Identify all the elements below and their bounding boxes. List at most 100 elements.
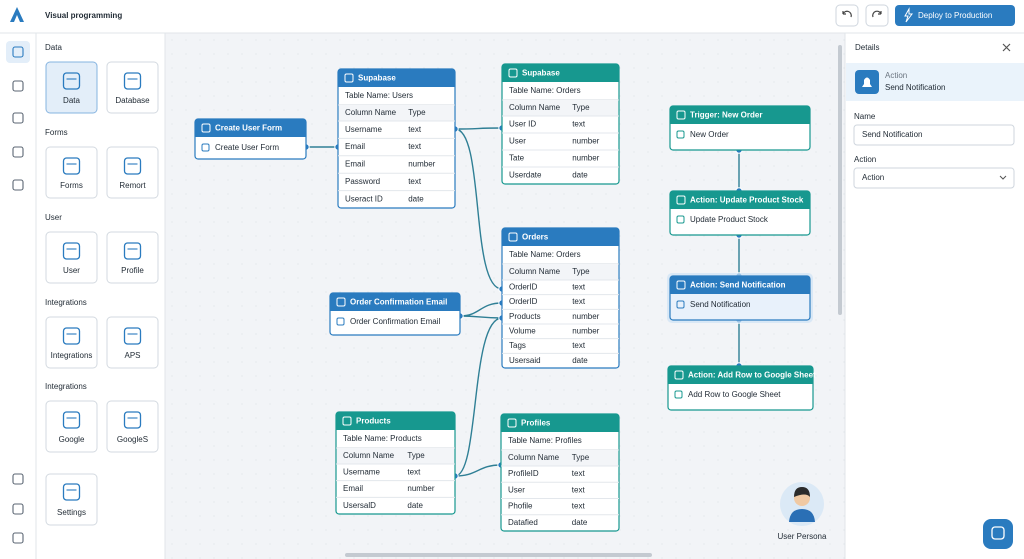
- grid-dot: [731, 151, 733, 153]
- grid-dot: [325, 375, 327, 377]
- grid-dot: [773, 263, 775, 265]
- grid-dot: [283, 515, 285, 517]
- grid-dot: [815, 403, 817, 405]
- grid-dot: [801, 151, 803, 153]
- grid-dot: [479, 319, 481, 321]
- grid-dot: [241, 277, 243, 279]
- grid-dot: [493, 319, 495, 321]
- undo-button[interactable]: [835, 4, 859, 27]
- grid-dot: [409, 543, 411, 545]
- column-name: Tate: [509, 154, 525, 163]
- grid-dot: [171, 403, 173, 405]
- grid-dot: [451, 543, 453, 545]
- grid-dot: [829, 529, 831, 531]
- action-select[interactable]: [853, 167, 1015, 189]
- rail-icon[interactable]: [12, 112, 24, 124]
- palette-tile[interactable]: [106, 146, 159, 199]
- grid-dot: [591, 557, 593, 559]
- palette-tile[interactable]: [106, 231, 159, 284]
- grid-dot: [661, 305, 663, 307]
- grid-dot: [171, 319, 173, 321]
- v-scrollbar[interactable]: [838, 45, 842, 315]
- grid-dot: [311, 249, 313, 251]
- grid-dot: [745, 235, 747, 237]
- grid-dot: [661, 221, 663, 223]
- grid-dot: [451, 529, 453, 531]
- grid-dot: [311, 333, 313, 335]
- palette-tile[interactable]: [106, 400, 159, 453]
- grid-dot: [647, 473, 649, 475]
- grid-dot: [241, 501, 243, 503]
- rail-icon[interactable]: [12, 146, 24, 158]
- grid-dot: [815, 137, 817, 139]
- rail-icon[interactable]: [12, 532, 24, 544]
- grid-dot: [843, 291, 845, 293]
- grid-dot: [661, 165, 663, 167]
- grid-dot: [633, 347, 635, 349]
- grid-dot: [479, 277, 481, 279]
- grid-dot: [423, 361, 425, 363]
- grid-dot: [521, 375, 523, 377]
- grid-dot: [339, 291, 341, 293]
- grid-dot: [703, 529, 705, 531]
- grid-dot: [479, 389, 481, 391]
- palette-tile[interactable]: [45, 61, 98, 114]
- grid-dot: [283, 221, 285, 223]
- palette-tile[interactable]: [45, 400, 98, 453]
- grid-dot: [717, 151, 719, 153]
- grid-dot: [171, 193, 173, 195]
- palette-tile[interactable]: [45, 231, 98, 284]
- grid-dot: [353, 249, 355, 251]
- grid-dot: [479, 151, 481, 153]
- grid-dot: [815, 459, 817, 461]
- rail-icon[interactable]: [12, 503, 24, 515]
- grid-dot: [773, 501, 775, 503]
- palette-tile[interactable]: [45, 316, 98, 369]
- rail-icon[interactable]: [12, 46, 24, 58]
- grid-dot: [815, 179, 817, 181]
- close-icon[interactable]: [1002, 43, 1011, 52]
- node-header: [330, 293, 460, 311]
- grid-dot: [773, 557, 775, 559]
- connector: [454, 127, 503, 130]
- grid-dot: [689, 347, 691, 349]
- grid-dot: [675, 487, 677, 489]
- redo-button[interactable]: [865, 4, 889, 27]
- grid-dot: [493, 123, 495, 125]
- grid-dot: [297, 389, 299, 391]
- rail-icon[interactable]: [12, 179, 24, 191]
- grid-dot: [311, 515, 313, 517]
- node-icon: [676, 195, 686, 205]
- grid-dot: [689, 263, 691, 265]
- grid-dot: [535, 53, 537, 55]
- palette-tile[interactable]: [106, 61, 159, 114]
- grid-dot: [647, 123, 649, 125]
- grid-dot: [773, 445, 775, 447]
- grid-dot: [311, 67, 313, 69]
- rail-icon[interactable]: [12, 80, 24, 92]
- grid-dot: [465, 557, 467, 559]
- grid-dot: [563, 543, 565, 545]
- chat-button[interactable]: [983, 519, 1013, 549]
- h-scrollbar[interactable]: [345, 553, 652, 557]
- node-body: Send Notification: [690, 300, 750, 309]
- grid-dot: [311, 445, 313, 447]
- grid-dot: [731, 249, 733, 251]
- palette-tile[interactable]: [45, 146, 98, 199]
- grid-dot: [815, 389, 817, 391]
- grid-dot: [675, 39, 677, 41]
- logo: [10, 7, 24, 22]
- grid-dot: [493, 277, 495, 279]
- palette-tile[interactable]: [106, 316, 159, 369]
- node-icon: [508, 232, 518, 242]
- rail-icon[interactable]: [12, 473, 24, 485]
- grid-dot: [591, 403, 593, 405]
- grid-dot: [227, 305, 229, 307]
- grid-dot: [605, 389, 607, 391]
- grid-dot: [255, 165, 257, 167]
- deploy-button[interactable]: [895, 5, 1015, 26]
- name-input[interactable]: [853, 124, 1015, 146]
- grid-dot: [675, 151, 677, 153]
- grid-dot: [773, 515, 775, 517]
- body-icon: [676, 130, 685, 139]
